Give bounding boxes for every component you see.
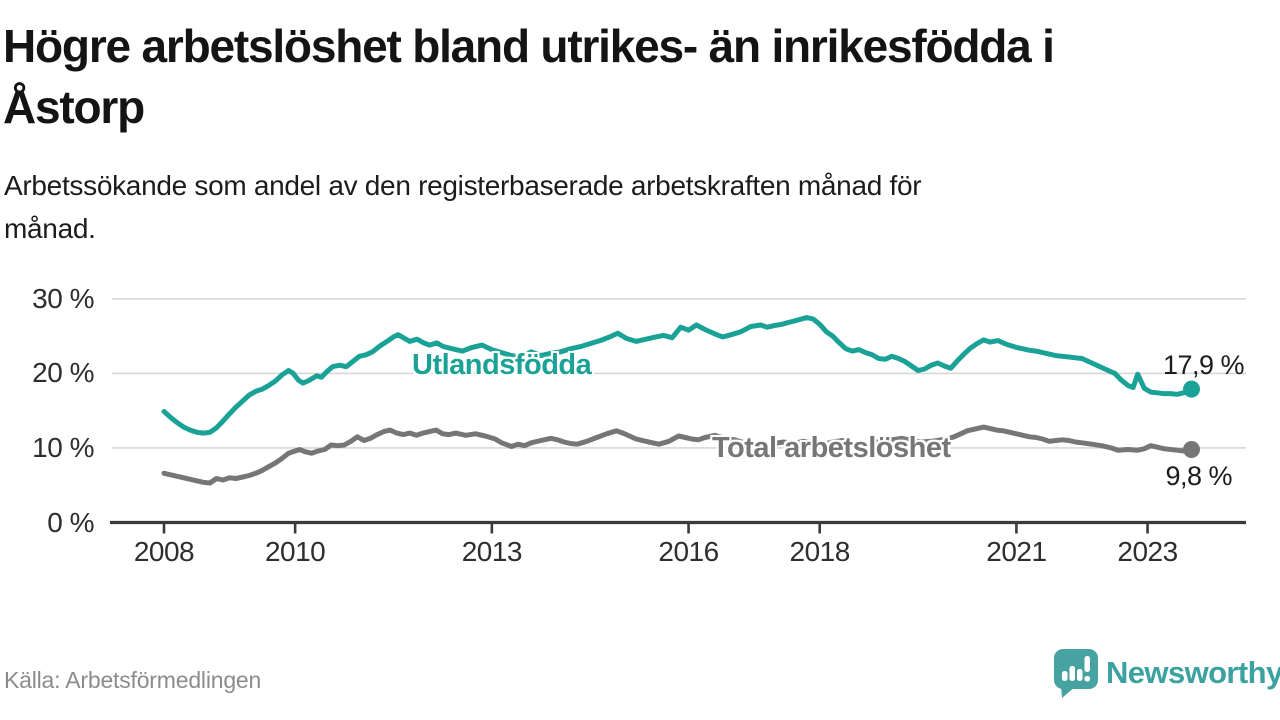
- y-tick-label-30: 30 %: [32, 282, 94, 314]
- page-title: Högre arbetslöshet bland utrikes- än inr…: [3, 16, 1275, 138]
- end-value-label-total: 9,8 %: [1165, 461, 1232, 491]
- speech-bubble-shape: [1054, 649, 1098, 698]
- source-credit: Källa: Arbetsförmedlingen: [4, 667, 262, 693]
- series-end-dot-foreign-born: [1183, 380, 1200, 398]
- title-line-1: Högre arbetslöshet bland utrikes- än inr…: [3, 20, 1055, 72]
- chart-subtitle: Arbetssökande som andel av den registerb…: [4, 164, 1244, 250]
- x-tick-label-2023: 2023: [1117, 536, 1178, 567]
- x-tick-label-2016: 2016: [658, 536, 719, 567]
- end-value-label-foreign-born: 17,9 %: [1162, 350, 1245, 380]
- newsworthy-logo-icon: [1054, 649, 1098, 698]
- x-tick-label-2010: 2010: [264, 536, 326, 567]
- series-line-foreign-born: [161, 315, 1194, 436]
- series-label-foreign-born: Utlandsfödda: [412, 349, 592, 381]
- x-tick-label-2018: 2018: [789, 536, 851, 567]
- newsworthy-wordmark: Newsworthy: [1106, 655, 1280, 690]
- newsworthy-brand-lockup: Newsworthy: [1052, 646, 1280, 702]
- x-tick-label-2008: 2008: [133, 536, 195, 567]
- title-line-2: Åstorp: [3, 81, 145, 133]
- y-tick-label-20: 20 %: [32, 357, 94, 389]
- bar-chart-glyph: [1062, 656, 1090, 682]
- series-label-total: Total arbetslöshet: [712, 432, 951, 464]
- y-tick-label-10: 10 %: [32, 431, 94, 463]
- subtitle-line-1: Arbetssökande som andel av den registerb…: [4, 170, 922, 201]
- x-tick-label-2021: 2021: [986, 536, 1047, 567]
- series-end-dot-total: [1183, 441, 1200, 458]
- y-tick-label-0: 0 %: [47, 506, 94, 538]
- x-tick-label-2013: 2013: [461, 536, 523, 567]
- subtitle-line-2: månad.: [4, 213, 96, 244]
- series-line-total: [161, 424, 1194, 486]
